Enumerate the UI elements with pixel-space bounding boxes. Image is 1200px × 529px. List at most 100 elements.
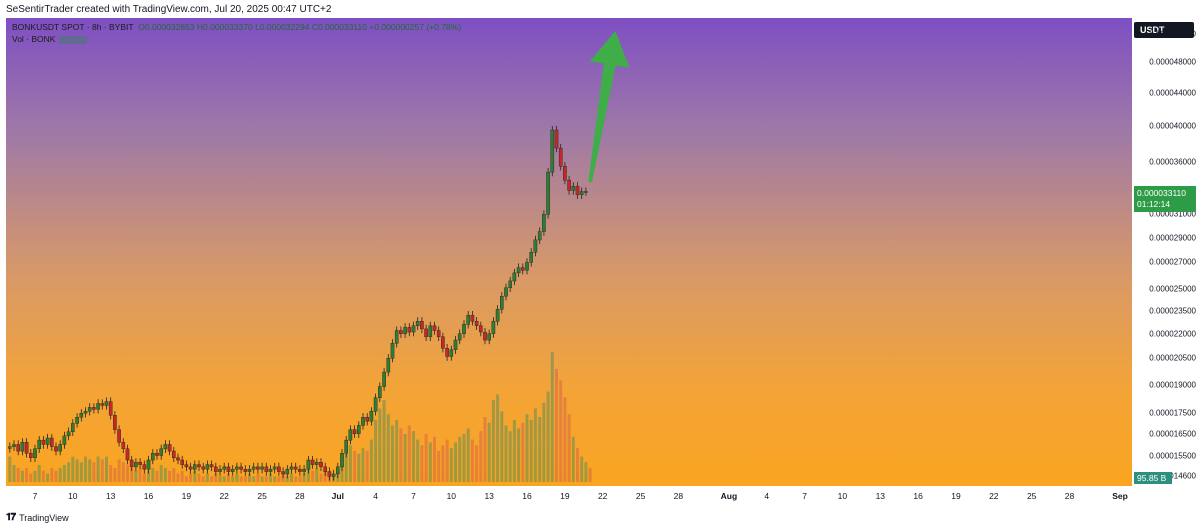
candle-body (319, 462, 323, 468)
volume-bar (235, 473, 239, 482)
candle-body (390, 343, 395, 359)
candle-body (230, 469, 235, 472)
candle-body (100, 403, 105, 406)
candle-body (537, 231, 542, 241)
volume-tag: 95.85 B (1134, 472, 1172, 484)
candle-body (554, 129, 559, 149)
volume-bar (210, 476, 214, 482)
candle-body (45, 437, 50, 445)
volume-bar (75, 459, 79, 482)
candle-body (504, 287, 508, 297)
volume-bar (298, 476, 302, 482)
volume-bar (391, 425, 394, 482)
candle-body (62, 435, 67, 445)
candle-body (171, 450, 176, 459)
volume-bar (462, 434, 466, 482)
time-tick-label: 7 (802, 491, 807, 501)
candle-body (445, 348, 449, 357)
candle-body (96, 403, 100, 410)
price-tick-label: 0.000036000 (1149, 157, 1196, 167)
candle-body (92, 407, 96, 410)
candle-body (302, 469, 306, 472)
volume-bar (121, 462, 125, 482)
time-tick-label: 16 (143, 491, 154, 501)
candle-body (251, 466, 256, 470)
volume-bar (277, 476, 281, 482)
time-tick-label: 7 (32, 491, 38, 501)
volume-bar (201, 476, 205, 482)
candle-body (239, 466, 243, 470)
price-plot[interactable] (6, 18, 1132, 486)
candle-body (205, 464, 210, 470)
candle-body (563, 165, 567, 181)
volume-bar (445, 439, 449, 482)
volume-bar (46, 473, 50, 482)
candle-body (584, 191, 588, 193)
volume-legend-swatch (59, 35, 88, 44)
volume-bar (382, 400, 386, 482)
candle-body (457, 333, 462, 341)
time-tick-label: 22 (989, 491, 999, 501)
time-axis[interactable]: 7 10 13 16 19 22 25 28 Jul 4 7 10 13 16 19 22 25 28 Aug 4 7 1… (6, 486, 1132, 506)
candle-body (41, 439, 46, 445)
time-tick-label: 19 (951, 491, 961, 501)
chart-pane[interactable]: BONKUSDT SPOT · 8h · BYBIT O0.000032853 … (6, 18, 1132, 486)
volume-bar (218, 476, 222, 482)
candle-body (226, 466, 231, 472)
volume-bar (168, 470, 172, 482)
candle-body (558, 147, 563, 167)
price-tick-label: 0.000048000 (1149, 57, 1196, 67)
candle-body (344, 439, 349, 454)
candle-body (453, 339, 458, 351)
volume-bar (311, 470, 315, 482)
volume-bar (437, 450, 441, 482)
volume-bar (395, 419, 399, 482)
last-price-value: 0.000033110 (1137, 187, 1187, 198)
candle-body (415, 321, 420, 327)
volume-bar (50, 467, 54, 482)
volume-bar (433, 436, 436, 482)
price-tick-label: 0.000020500 (1149, 353, 1196, 363)
volume-bar (96, 456, 100, 482)
price-axis[interactable]: USDT 0.000052000 0.000048000 0.000044000 0.… (1132, 18, 1200, 486)
volume-bar (71, 456, 75, 482)
volume-bar (54, 470, 58, 482)
volume-bar (184, 476, 188, 482)
volume-bar (285, 476, 289, 482)
time-tick-label: 16 (522, 491, 532, 501)
volume-bar (269, 473, 272, 482)
volume-bar (33, 470, 37, 482)
volume-label[interactable]: Vol · BONK (12, 34, 56, 44)
candle-body (336, 466, 340, 475)
bar-countdown: 01:12:14 (1137, 198, 1171, 209)
volume-bar (159, 465, 163, 482)
tradingview-logo-icon[interactable]: 𝟏𝟕 (6, 512, 16, 523)
volume-bar (134, 470, 138, 482)
candle-body (373, 397, 378, 412)
volume-bar (109, 465, 113, 482)
volume-bar (222, 476, 226, 482)
price-tick-label: 0.000016500 (1149, 429, 1196, 439)
volume-bar (521, 422, 525, 482)
volume-bar (588, 467, 592, 482)
time-tick-label: 13 (484, 491, 494, 501)
candle-body (125, 448, 130, 461)
time-tick-label: 4 (373, 491, 378, 501)
footer-brand[interactable]: TradingView (19, 512, 69, 523)
volume-bar (529, 419, 533, 482)
volume-bar (88, 459, 92, 482)
time-tick-label: 13 (105, 491, 116, 501)
volume-bar (105, 456, 108, 482)
time-tick-label: 28 (1064, 491, 1075, 501)
time-tick-label: 28 (673, 491, 684, 501)
symbol-label[interactable]: BONKUSDT SPOT · 8h · BYBIT (12, 22, 134, 32)
volume-bar (454, 442, 457, 482)
candle-body (201, 466, 206, 470)
volume-bar (16, 467, 20, 482)
candle-body (357, 425, 361, 434)
currency-button[interactable]: USDT (1134, 22, 1194, 38)
time-tick-label: 13 (875, 491, 886, 501)
volume-bar (378, 408, 382, 482)
volume-legend: Vol · BONK (12, 34, 88, 44)
chart-caption: SeSentirTrader created with TradingView.… (6, 4, 332, 15)
